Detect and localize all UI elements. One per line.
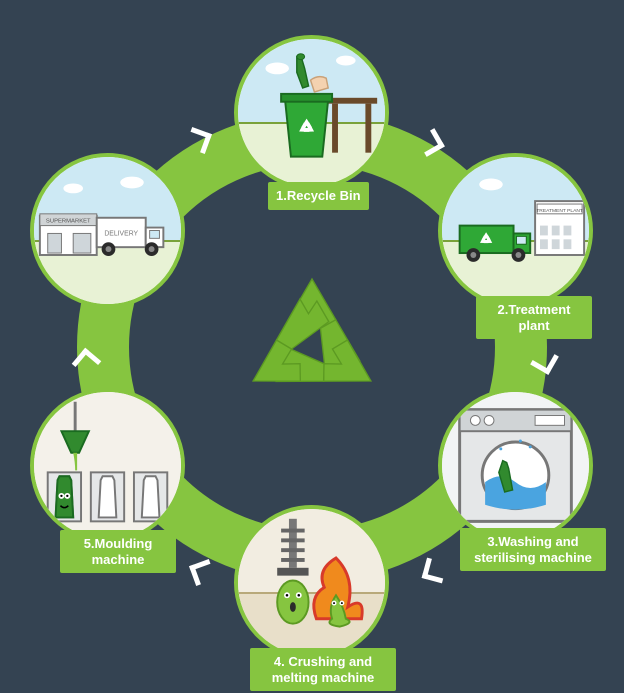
scene-washing [442,392,589,539]
node-washing [438,388,593,543]
node-delivery: SUPERMARKET DELIVERY [30,153,185,308]
node-recycle-bin [234,35,389,190]
caption-moulding: 5.Moulding machine [60,530,176,573]
building-sign: TREATMENT PLANT [536,208,583,214]
caption-recycle-bin: 1.Recycle Bin [268,182,369,210]
scene-moulding [34,392,181,539]
node-moulding [30,388,185,543]
scene-delivery: SUPERMARKET DELIVERY [34,157,181,304]
node-crushing [234,505,389,660]
cycle-diagram: 1.Recycle Bin TREATMENT PLANT [0,0,624,693]
scene-recycle-bin [238,39,385,186]
truck-sign: DELIVERY [104,230,138,237]
recycle-symbol-icon [227,262,397,432]
caption-treatment-plant: 2.Treatment plant [476,296,592,339]
caption-washing: 3.Washing and sterilising machine [460,528,606,571]
caption-crushing: 4. Crushing and melting machine [250,648,396,691]
scene-treatment-plant: TREATMENT PLANT [442,157,589,304]
supermarket-sign: SUPERMARKET [46,219,91,225]
node-treatment-plant: TREATMENT PLANT [438,153,593,308]
scene-crushing [238,509,385,656]
